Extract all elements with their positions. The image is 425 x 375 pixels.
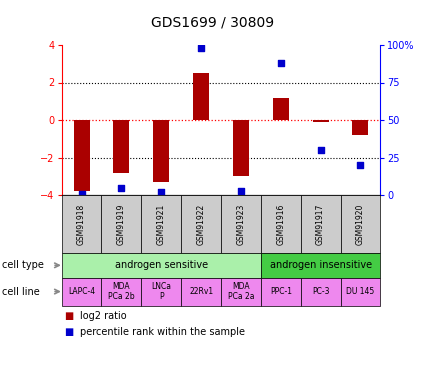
Text: log2 ratio: log2 ratio <box>80 311 127 321</box>
Bar <box>313 120 329 122</box>
Text: cell type: cell type <box>2 260 44 270</box>
Text: GSM91922: GSM91922 <box>197 203 206 245</box>
Point <box>198 45 204 51</box>
Point <box>78 190 85 196</box>
Bar <box>233 120 249 176</box>
Text: GDS1699 / 30809: GDS1699 / 30809 <box>151 15 274 29</box>
Point <box>118 184 125 190</box>
Text: DU 145: DU 145 <box>346 287 374 296</box>
Text: GSM91919: GSM91919 <box>117 203 126 245</box>
Bar <box>113 120 129 172</box>
Bar <box>352 120 368 135</box>
Bar <box>193 73 209 120</box>
Bar <box>153 120 169 182</box>
Bar <box>273 98 289 120</box>
Text: percentile rank within the sample: percentile rank within the sample <box>80 327 245 338</box>
Text: PC-3: PC-3 <box>312 287 329 296</box>
Text: 22Rv1: 22Rv1 <box>189 287 213 296</box>
Text: androgen insensitive: androgen insensitive <box>269 260 372 270</box>
Text: MDA
PCa 2a: MDA PCa 2a <box>228 282 254 301</box>
Point <box>158 189 164 195</box>
Text: PPC-1: PPC-1 <box>270 287 292 296</box>
Text: GSM91918: GSM91918 <box>77 203 86 245</box>
Text: LNCa
P: LNCa P <box>151 282 171 301</box>
Text: androgen sensitive: androgen sensitive <box>115 260 208 270</box>
Text: ■: ■ <box>64 327 73 338</box>
Point <box>278 60 284 66</box>
Text: LAPC-4: LAPC-4 <box>68 287 95 296</box>
Text: GSM91917: GSM91917 <box>316 203 325 245</box>
Text: cell line: cell line <box>2 286 40 297</box>
Text: GSM91921: GSM91921 <box>157 203 166 245</box>
Point <box>238 188 244 194</box>
Text: GSM91920: GSM91920 <box>356 203 365 245</box>
Text: GSM91923: GSM91923 <box>236 203 245 245</box>
Point <box>357 162 364 168</box>
Bar <box>74 120 90 191</box>
Point <box>317 147 324 153</box>
Text: GSM91916: GSM91916 <box>276 203 285 245</box>
Text: ■: ■ <box>64 311 73 321</box>
Text: MDA
PCa 2b: MDA PCa 2b <box>108 282 135 301</box>
